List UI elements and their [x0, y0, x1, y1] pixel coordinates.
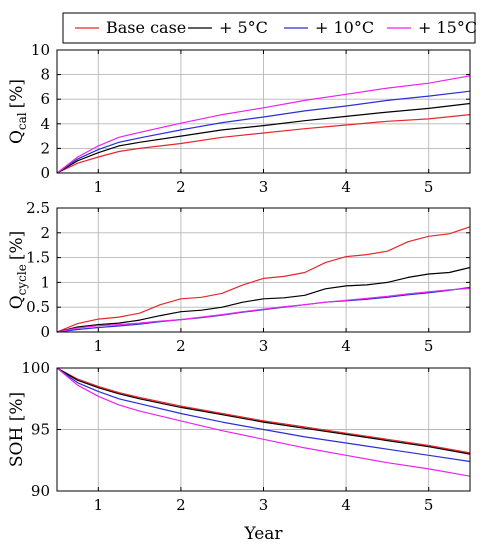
legend-label: + 10°C	[315, 18, 374, 37]
y-tick-label: 1	[40, 273, 50, 291]
y-tick-label: 100	[21, 359, 50, 377]
series-line-qcycle-3	[56, 287, 471, 333]
y-tick-label: 2.5	[26, 199, 50, 217]
y-tick-label: 95	[31, 421, 50, 439]
y-tick-label: 0	[40, 164, 50, 182]
y-tick-label: 4	[40, 115, 50, 133]
x-tick-label: 3	[259, 178, 269, 196]
legend: Base case + 5°C + 10°C + 15°C	[62, 12, 477, 44]
x-tick-label: 1	[94, 496, 104, 514]
x-tick-label: 4	[341, 496, 351, 514]
y-axis-label-unit: [%]	[7, 79, 27, 108]
chart-panels: 1 2 3 4 5 0 2 4 6 8 10 Qcal [%] 1 2 3 4 5 0 0.5 1 1.5 2 2.5 Qcyc…	[7, 41, 471, 544]
y-axis-label-main: Q	[7, 130, 27, 144]
y-tick-label: 0.5	[26, 298, 50, 316]
panel-qcal: 1 2 3 4 5 0 2 4 6 8 10 Qcal [%]	[7, 41, 471, 196]
series-line-soh-0	[56, 367, 471, 454]
y-tick-label: 0	[40, 323, 50, 341]
y-axis-label: Qcal [%]	[7, 79, 29, 144]
panel-soh: 1 2 3 4 5 90 95 100 SOH [%] Year	[7, 359, 471, 544]
series-line-qcal-0	[56, 114, 471, 174]
y-tick-label: 10	[31, 41, 50, 59]
y-axis-label-sub: cycle	[15, 264, 29, 295]
x-tick-label: 3	[259, 496, 269, 514]
y-tick-label: 2	[40, 139, 50, 157]
x-axis-label: Year	[243, 524, 283, 544]
y-axis-label: SOH [%]	[7, 392, 27, 467]
series-line-qcal-3	[56, 75, 471, 174]
y-tick-label: 8	[40, 66, 50, 84]
y-tick-label: 6	[40, 90, 50, 108]
legend-label: Base case	[106, 18, 186, 37]
y-axis-label: Qcycle [%]	[7, 231, 29, 310]
x-tick-label: 4	[341, 337, 351, 355]
x-tick-label: 3	[259, 337, 269, 355]
y-tick-label: 90	[31, 482, 50, 500]
y-axis-label-sub: cal	[15, 112, 29, 130]
panel-qcycle: 1 2 3 4 5 0 0.5 1 1.5 2 2.5 Qcycle [%]	[7, 199, 471, 355]
y-axis-label-main: Q	[7, 295, 27, 309]
x-tick-label: 2	[176, 496, 186, 514]
x-tick-label: 5	[424, 178, 434, 196]
y-tick-label: 2	[40, 224, 50, 242]
x-tick-label: 5	[424, 337, 434, 355]
x-tick-label: 2	[176, 337, 186, 355]
series-line-soh-1	[56, 367, 471, 455]
series-line-qcycle-1	[56, 266, 471, 333]
series-line-soh-3	[56, 367, 471, 477]
legend-label: + 5°C	[219, 18, 268, 37]
legend-label: + 15°C	[418, 18, 477, 37]
series-line-qcal-1	[56, 102, 471, 174]
x-tick-label: 2	[176, 178, 186, 196]
series-line-soh-2	[56, 367, 471, 463]
y-axis-label-unit: [%]	[7, 231, 27, 260]
x-tick-label: 5	[424, 496, 434, 514]
series-line-qcycle-0	[56, 226, 471, 333]
series-line-qcal-2	[56, 90, 471, 174]
x-tick-label: 1	[94, 178, 104, 196]
y-tick-label: 1.5	[26, 249, 50, 267]
x-tick-label: 1	[94, 337, 104, 355]
x-tick-label: 4	[341, 178, 351, 196]
